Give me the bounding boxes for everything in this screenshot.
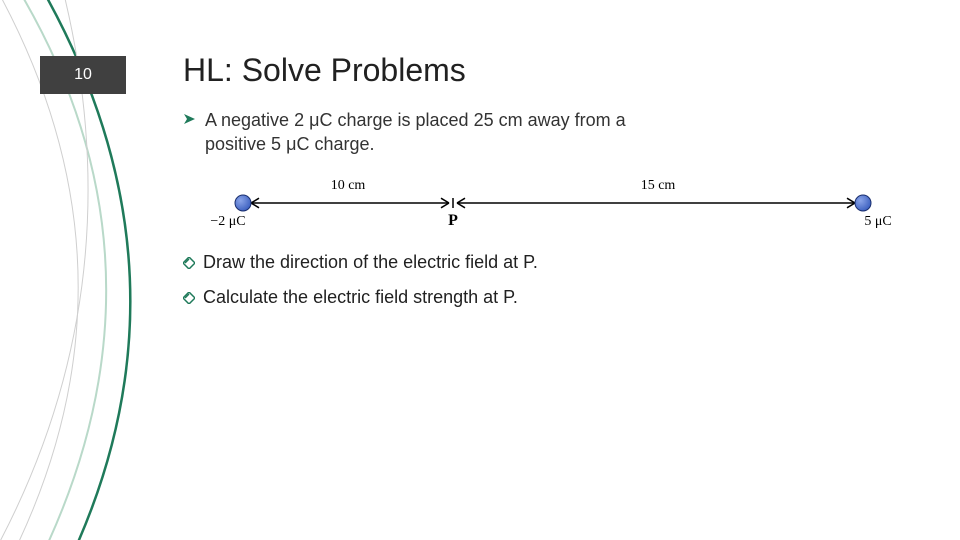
sub-bullet-1-text: Draw the direction of the electric field… [203,252,538,273]
b1-pre: A negative [205,110,294,130]
slide-number-box: 10 [40,56,126,94]
arrow-bullet-icon [183,112,197,126]
b1-q1v: 2 [294,110,304,130]
sub-bullet-list: Draw the direction of the electric field… [183,252,923,308]
svg-text:10 cm: 10 cm [331,178,366,193]
diamond-icon [183,257,195,269]
b1-post: away from a [523,110,626,130]
b1-l2pre: positive [205,134,271,154]
b1-q1p: μ [309,110,319,130]
diamond-icon [183,292,195,304]
content-area: A negative 2 μC charge is placed 25 cm a… [183,108,923,322]
b1-q2v: 5 [271,134,281,154]
charge-diagram: 10 cm 15 cm P −2 μC 5 μC [183,163,923,238]
svg-text:P: P [448,212,458,229]
bullet-1-text: A negative 2 μC charge is placed 25 cm a… [205,108,923,157]
slide-number: 10 [74,66,92,84]
sub-bullet-2-text: Calculate the electric field strength at… [203,287,518,308]
sub-bullet-2: Calculate the electric field strength at… [183,287,923,308]
svg-text:15 cm: 15 cm [641,178,676,193]
sub-bullet-1: Draw the direction of the electric field… [183,252,923,273]
b1-dist: 25 cm [474,110,523,130]
svg-text:−2 μC: −2 μC [210,214,245,229]
b1-l2post: charge. [309,134,374,154]
diagram-svg: 10 cm 15 cm P −2 μC 5 μC [183,163,923,233]
bullet-item-1: A negative 2 μC charge is placed 25 cm a… [183,108,923,157]
b1-q1u: C [319,110,332,130]
b1-q2u: C [296,134,309,154]
slide-title: HL: Solve Problems [183,52,466,89]
b1-mid: charge is placed [332,110,473,130]
b1-q2p: μ [286,134,296,154]
svg-text:5 μC: 5 μC [864,214,891,229]
